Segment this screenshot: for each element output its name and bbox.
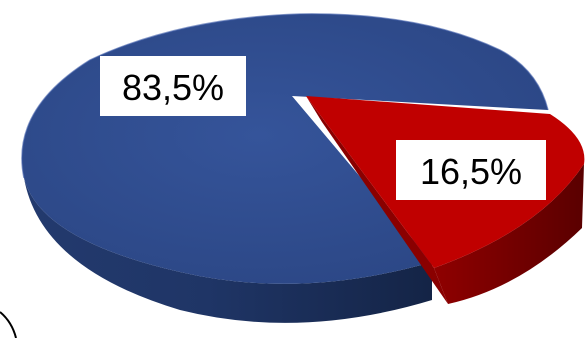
data-label-2-text: 16,5%	[420, 151, 522, 192]
pie-slice-2-side	[434, 164, 584, 304]
data-label-2: 16,5%	[396, 140, 546, 200]
data-label-1: 83,5%	[100, 56, 246, 116]
pie-slice-2-wedge-side	[306, 96, 448, 304]
pie-slice-1-rim	[21, 13, 549, 179]
pie-slice-1-side	[24, 120, 432, 323]
decorative-curve	[0, 311, 17, 338]
data-label-1-box	[100, 56, 246, 116]
data-label-1-text: 83,5%	[122, 67, 224, 108]
data-label-2-box	[396, 140, 546, 200]
